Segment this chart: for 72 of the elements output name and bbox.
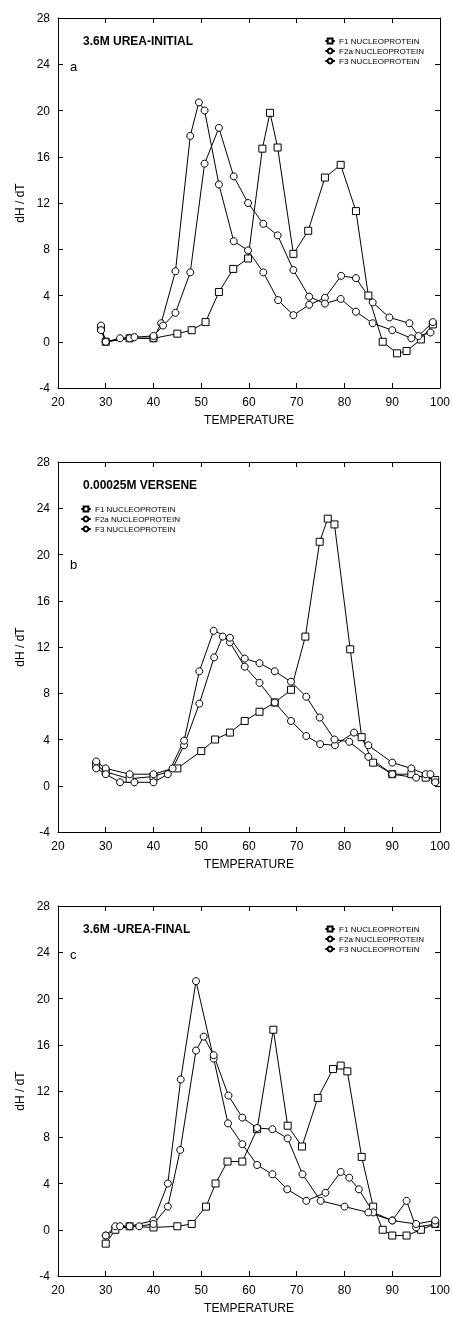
x-tick-label: 40 <box>146 839 161 853</box>
y-tick-label: 16 <box>36 593 51 608</box>
legend-label: F1 NUCLEOPROTEIN <box>95 504 176 514</box>
x-tick-label: 70 <box>290 395 304 409</box>
y-tick-label: -4 <box>39 381 51 395</box>
x-tick-label: 100 <box>429 839 451 853</box>
y-tick-label: -4 <box>39 1269 51 1283</box>
y-tick-label: 4 <box>43 1176 51 1191</box>
x-tick-label: 90 <box>385 395 400 409</box>
x-tick-label: 100 <box>429 395 451 409</box>
y-tick-label: 28 <box>36 899 51 913</box>
y-tick-label: 12 <box>36 1084 51 1098</box>
x-tick-label: 30 <box>99 1283 113 1297</box>
y-tick-label: 4 <box>43 732 51 747</box>
y-tick-label: 0 <box>43 334 51 349</box>
y-tick-label: 12 <box>36 196 51 210</box>
legend-label: F2a NUCLEOPROTEIN <box>339 934 425 944</box>
y-tick-label: 4 <box>43 288 51 303</box>
x-tick-label: 40 <box>146 1283 161 1297</box>
y-tick-label: 8 <box>43 686 51 701</box>
x-tick-label: 50 <box>194 839 209 853</box>
y-tick-label: 0 <box>43 1222 51 1237</box>
y-tick-label: 20 <box>36 991 51 1006</box>
legend-label: F1 NUCLEOPROTEIN <box>339 36 420 46</box>
y-axis-title: dH / dT <box>12 626 27 667</box>
y-tick-label: 16 <box>36 1037 51 1052</box>
y-tick-label: 20 <box>36 547 51 562</box>
y-tick-label: 20 <box>36 103 51 118</box>
x-tick-label: 60 <box>242 395 256 409</box>
x-tick-label: 90 <box>385 839 400 853</box>
x-tick-label: 50 <box>194 1283 209 1297</box>
y-tick-label: -4 <box>39 825 51 839</box>
legend-label: F3 NUCLEOPROTEIN <box>95 524 176 534</box>
y-tick-label: 8 <box>43 242 51 257</box>
legend-label: F3 NUCLEOPROTEIN <box>339 56 420 66</box>
text: 0.00025M VERSENE <box>83 478 198 492</box>
legend-label: F3 NUCLEOPROTEIN <box>339 944 420 954</box>
text: 3.6M UREA-INITIAL <box>83 34 194 48</box>
y-axis-title: dH / dT <box>12 182 27 223</box>
y-tick-label: 24 <box>36 945 51 960</box>
x-tick-label: 70 <box>290 1283 304 1297</box>
x-tick-label: 60 <box>242 839 256 853</box>
y-tick-label: 8 <box>43 1130 51 1145</box>
legend-label: F2a NUCLEOPROTEIN <box>339 46 425 56</box>
x-axis-title: TEMPERATURE <box>204 413 294 427</box>
y-tick-label: 24 <box>36 501 51 516</box>
y-tick-label: 28 <box>36 11 51 25</box>
x-tick-label: 30 <box>99 839 113 853</box>
y-tick-label: 0 <box>43 778 51 793</box>
y-tick-label: 12 <box>36 640 51 654</box>
x-tick-label: 70 <box>290 839 304 853</box>
legend-label: F2a NUCLEOPROTEIN <box>95 514 181 524</box>
x-tick-label: 40 <box>146 395 161 409</box>
annotation: a <box>70 59 78 74</box>
y-axis-title: dH / dT <box>12 1070 27 1111</box>
y-tick-label: 24 <box>36 57 51 72</box>
x-tick-label: 80 <box>337 395 352 409</box>
x-tick-label: 80 <box>337 1283 352 1297</box>
x-tick-label: 80 <box>337 839 352 853</box>
x-axis-title: TEMPERATURE <box>204 1301 294 1315</box>
y-tick-label: 16 <box>36 149 51 164</box>
x-axis-title: TEMPERATURE <box>204 857 294 871</box>
y-tick-label: 28 <box>36 455 51 469</box>
x-tick-label: 50 <box>194 395 209 409</box>
text: 3.6M -UREA-FINAL <box>83 922 191 936</box>
legend-label: F1 NUCLEOPROTEIN <box>339 924 420 934</box>
annotation: b <box>70 557 78 572</box>
x-tick-label: 60 <box>242 1283 256 1297</box>
x-tick-label: 30 <box>99 395 113 409</box>
annotation: c <box>70 947 77 962</box>
x-tick-label: 100 <box>429 1283 451 1297</box>
x-tick-label: 90 <box>385 1283 400 1297</box>
